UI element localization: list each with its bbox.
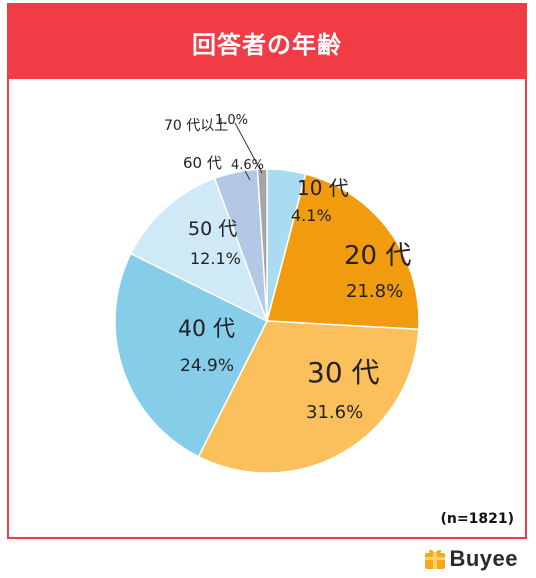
slice-name-label: 40 代 [178,317,235,342]
pie-slice [129,177,269,323]
brand-logo: Buyee [424,544,518,574]
slice-percent-label: 1.0% [215,113,248,128]
slice-percent-label: 21.8% [346,281,403,302]
chart-title: 回答者の年齢 [192,30,342,59]
pie-slice [114,252,269,458]
slice-percent-label: 12.1% [190,249,241,268]
slice-percent-label: 24.9% [180,356,234,376]
slice-name-label: 50 代 [188,218,237,240]
leader-lines [234,122,263,181]
leader-line [234,122,263,174]
leader-line [244,170,251,181]
slice-name-label: 60 代 [183,154,222,172]
pie-slice [256,168,268,322]
gift-box-logo-icon [425,549,446,569]
slice-name-label: 20 代 [344,241,411,271]
brand-name: Buyee [449,546,518,571]
slice-labels: 10 代 4.1% 20 代 21.8% 30 代 31.6% 40 代 24.9% 50 代 1… [164,113,411,423]
slice-name-label: 70 代以上 [164,118,228,134]
sample-size-label: (n=1821) [440,511,514,527]
slice-name-label: 10 代 [297,176,349,200]
slice-name-label: 30 代 [307,356,380,389]
slice-percent-label: 31.6% [306,402,363,423]
slice-percent-label: 4.1% [291,206,332,225]
pie-slices [114,168,420,474]
title-bar: 回答者の年齢 [9,5,525,79]
pie-slice [197,320,420,474]
slice-percent-label: 4.6% [231,158,264,173]
pie-slice [266,173,420,331]
